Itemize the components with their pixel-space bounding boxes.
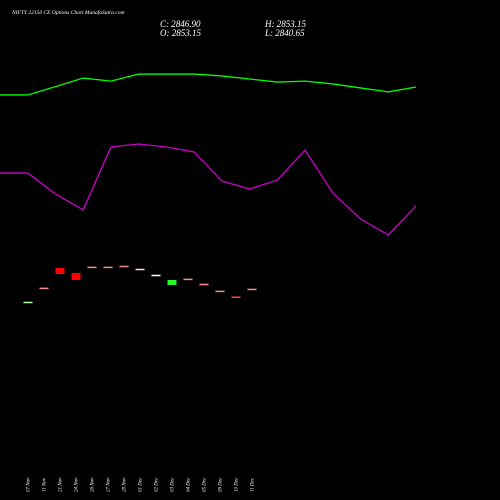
x-tick-label: 11 Dec <box>251 477 256 492</box>
candle-body <box>39 287 49 290</box>
candle-body <box>199 283 209 286</box>
low-text: L: 2840.65 <box>264 28 305 38</box>
candle-body <box>23 301 33 304</box>
x-tick-label: 11 Nov <box>43 477 48 492</box>
candle-body <box>215 290 225 293</box>
x-tick-label: 26 Nov <box>91 477 96 492</box>
candle-body <box>135 268 145 271</box>
x-tick-label: 10 Dec <box>235 477 240 492</box>
candle-body <box>167 280 177 285</box>
x-tick-label: 21 Nov <box>59 477 64 492</box>
high-text: H: 2853.15 <box>264 19 306 29</box>
indicator-line <box>0 73 417 96</box>
candle-body <box>183 278 193 281</box>
candle-body <box>119 265 129 268</box>
close-text: C: 2846.90 <box>160 19 201 29</box>
indicator-line <box>0 143 417 236</box>
x-tick-label: 07 Nov <box>27 477 32 492</box>
candle-body <box>55 268 65 274</box>
x-tick-label: 03 Dec <box>171 477 176 492</box>
candle-body <box>247 288 257 291</box>
chart-title: NIFTY 22150 CE Options Chart MunafaSutra… <box>11 9 124 16</box>
x-tick-label: 09 Dec <box>219 477 224 492</box>
candle-body <box>231 296 241 298</box>
candle-body <box>103 266 113 269</box>
candle-body <box>87 266 97 269</box>
open-text: O: 2853.15 <box>160 28 201 38</box>
x-tick-label: 04 Dec <box>187 477 192 492</box>
x-tick-label: 05 Dec <box>203 477 208 492</box>
candle-body <box>151 274 161 277</box>
x-tick-label: 24 Nov <box>75 477 80 492</box>
x-tick-label: 01 Dec <box>139 477 144 492</box>
x-tick-label: 02 Dec <box>155 477 160 492</box>
x-tick-label: 27 Nov <box>107 477 112 492</box>
candle-body <box>71 272 81 280</box>
x-tick-label: 28 Nov <box>123 477 128 492</box>
